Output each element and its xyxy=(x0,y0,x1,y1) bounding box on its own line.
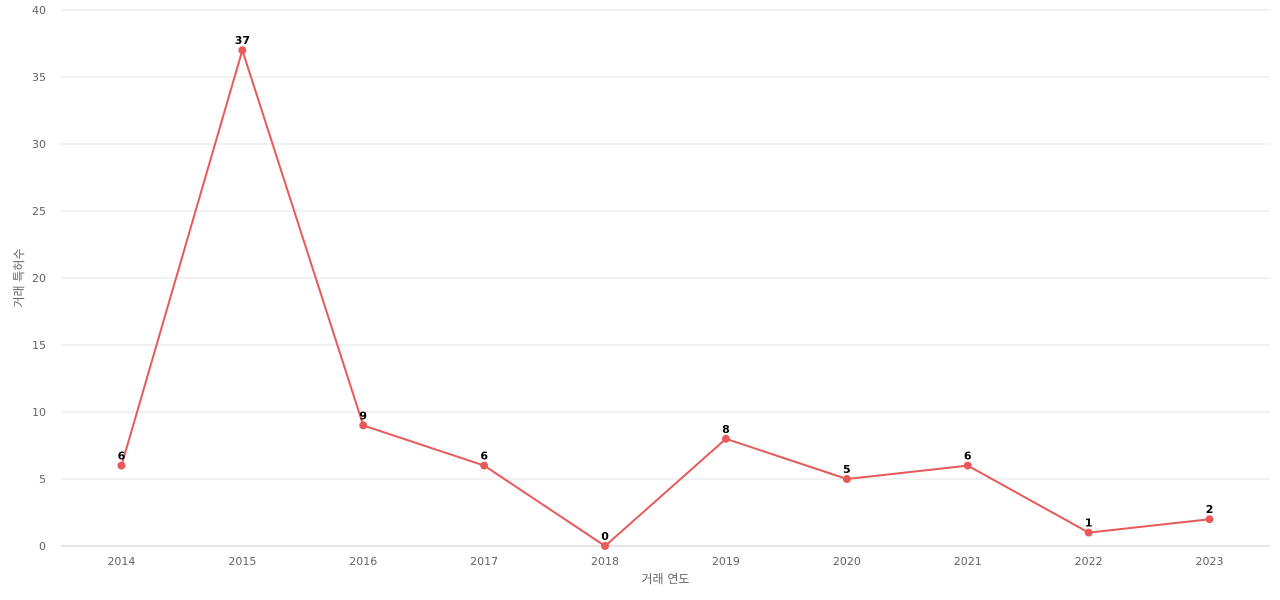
series-line xyxy=(120,49,1210,547)
data-label: 6 xyxy=(118,450,126,463)
data-point[interactable] xyxy=(1084,528,1093,537)
x-tick-label: 2023 xyxy=(1196,555,1224,568)
data-point[interactable] xyxy=(721,434,730,443)
x-tick-label: 2014 xyxy=(107,555,135,568)
data-label: 0 xyxy=(601,530,609,543)
x-tick-label: 2018 xyxy=(591,555,619,568)
data-point[interactable] xyxy=(842,475,851,483)
y-tick-label: 0 xyxy=(39,540,46,553)
data-point[interactable] xyxy=(601,542,610,550)
y-tick-label: 20 xyxy=(32,272,46,285)
x-tick-label: 2022 xyxy=(1075,555,1103,568)
data-label: 37 xyxy=(235,34,250,47)
x-tick-label: 2016 xyxy=(349,555,377,568)
data-point[interactable] xyxy=(480,461,489,470)
data-point[interactable] xyxy=(359,421,368,430)
x-tick-label: 2020 xyxy=(833,555,861,568)
series-layer xyxy=(117,46,1214,550)
x-tick-label: 2015 xyxy=(228,555,256,568)
y-tick-label: 10 xyxy=(32,406,46,419)
y-tick-label: 25 xyxy=(32,205,46,218)
data-point[interactable] xyxy=(1205,515,1214,524)
data-point[interactable] xyxy=(117,461,126,470)
y-axis-title: 거래 특허수 xyxy=(12,248,26,307)
y-tick-label: 30 xyxy=(32,138,46,151)
x-axis-ticks: 2014 2015 2016 2017 2018 2019 2020 2021 2022 2023 xyxy=(107,555,1223,568)
data-point[interactable] xyxy=(238,46,247,55)
x-axis-title: 거래 연도 xyxy=(642,572,690,586)
data-label: 1 xyxy=(1085,517,1093,530)
y-tick-label: 35 xyxy=(32,71,46,84)
data-label: 6 xyxy=(480,450,488,463)
y-tick-label: 5 xyxy=(39,473,46,486)
y-tick-label: 15 xyxy=(32,339,46,352)
x-tick-label: 2021 xyxy=(954,555,982,568)
gridlines xyxy=(61,9,1270,480)
data-label: 6 xyxy=(964,450,972,463)
y-axis-ticks: 0 5 10 15 20 25 30 35 40 xyxy=(32,4,46,553)
data-label: 2 xyxy=(1206,503,1214,516)
data-label: 8 xyxy=(722,423,730,436)
data-point[interactable] xyxy=(963,461,972,470)
x-tick-label: 2019 xyxy=(712,555,740,568)
data-labels: 6 37 9 6 0 8 5 6 1 2 xyxy=(118,34,1214,543)
y-tick-label: 40 xyxy=(32,4,46,17)
x-tick-label: 2017 xyxy=(470,555,498,568)
data-label: 9 xyxy=(359,409,367,422)
data-label: 5 xyxy=(843,463,851,476)
